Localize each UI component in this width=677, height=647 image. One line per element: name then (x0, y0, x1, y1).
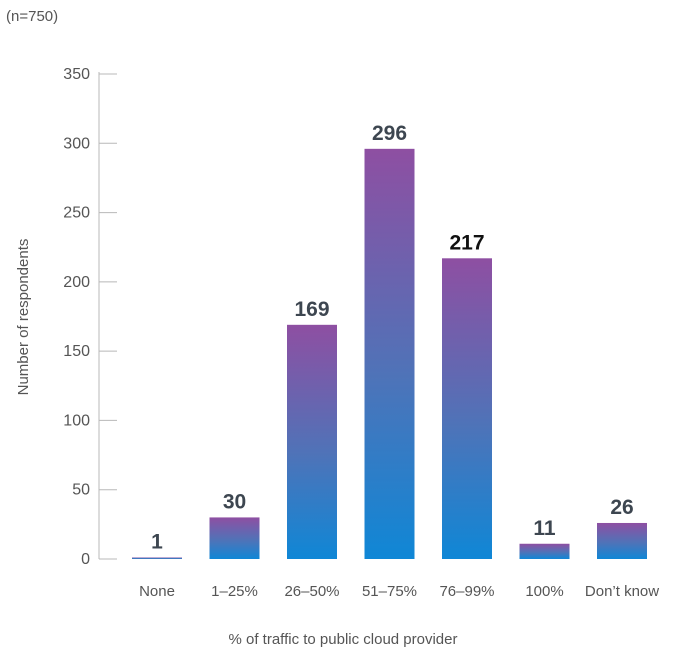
bar-data-label: 169 (294, 298, 329, 321)
x-tick-label: 100% (525, 583, 563, 600)
x-tick-label: 26–50% (284, 583, 339, 600)
bar-data-label: 296 (372, 122, 407, 145)
y-tick-label: 150 (63, 343, 90, 360)
bar-data-label: 11 (533, 517, 556, 540)
x-tick-label: 51–75% (362, 583, 417, 600)
x-axis: None 1–25% 26–50% 51–75% 76–99% 100% Don’t kno… (139, 583, 659, 600)
bar (597, 522, 647, 559)
bar (364, 148, 415, 560)
sample-size-note: (n=750) (6, 8, 59, 25)
y-tick-label: 100 (63, 412, 90, 429)
x-axis-title: % of traffic to public cloud provider (228, 631, 457, 647)
y-tick-label: 250 (63, 205, 90, 222)
y-axis: 0 50 100 150 200 250 300 350 (63, 66, 117, 568)
y-tick-label: 300 (63, 135, 90, 152)
y-tick-label: 50 (72, 482, 90, 499)
bar-data-label: 26 (610, 496, 633, 519)
bar-data-label: 30 (223, 490, 246, 513)
bar-data-label: 1 (151, 531, 163, 554)
bar (287, 324, 337, 559)
y-tick-label: 350 (63, 66, 90, 83)
bars (132, 148, 647, 560)
bar (132, 557, 182, 559)
y-axis-title: Number of respondents (15, 239, 32, 396)
x-tick-label: 76–99% (439, 583, 494, 600)
bar (442, 258, 492, 559)
x-tick-label: 1–25% (211, 583, 258, 600)
bar (209, 517, 260, 559)
y-tick-label: 0 (81, 551, 90, 568)
data-labels: 1 30 169 296 217 11 26 (151, 122, 634, 554)
bar-data-label: 217 (449, 231, 484, 254)
bar (519, 543, 570, 559)
x-tick-label: Don’t know (585, 583, 659, 600)
x-tick-label: None (139, 583, 175, 600)
y-tick-label: 200 (63, 274, 90, 291)
